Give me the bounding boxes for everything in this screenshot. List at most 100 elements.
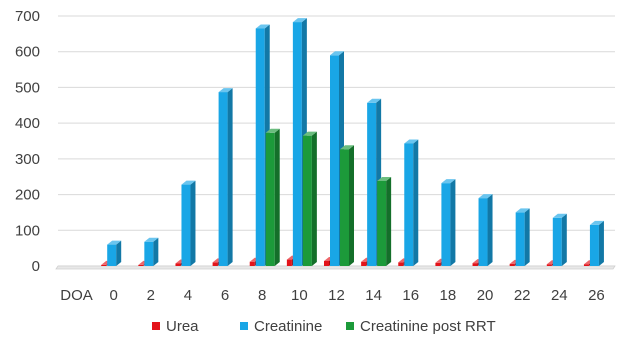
bar-side <box>116 240 122 266</box>
x-tick-label: 12 <box>328 287 345 304</box>
bar-top <box>255 24 270 29</box>
bar-top <box>589 220 604 225</box>
bar <box>144 237 159 266</box>
x-tick-label: 8 <box>258 287 266 304</box>
bar-front <box>212 262 218 266</box>
bar-side <box>450 179 456 266</box>
legend-swatch <box>152 322 160 330</box>
x-tick-label: DOA <box>60 287 93 304</box>
x-tick-label: 18 <box>440 287 457 304</box>
bar <box>515 208 530 266</box>
y-tick-label: 0 <box>32 258 40 275</box>
bar-front <box>340 149 349 266</box>
y-tick-label: 600 <box>15 44 40 61</box>
bar-top <box>367 98 382 103</box>
bar-side <box>227 88 233 266</box>
bar-front <box>478 198 488 266</box>
y-tick-label: 400 <box>15 115 40 132</box>
y-tick-label: 700 <box>15 8 40 25</box>
bar-side <box>274 128 280 266</box>
bar <box>302 131 317 266</box>
bar-side <box>487 194 493 266</box>
bar-front <box>552 217 562 266</box>
legend: Urea Creatinine Creatinine post RRT <box>152 318 496 335</box>
bar-top <box>144 237 159 242</box>
y-axis: 0 100 200 300 400 500 600 700 <box>15 8 40 275</box>
bar-side <box>598 220 604 266</box>
x-tick-label: 26 <box>588 287 605 304</box>
y-tick-label: 500 <box>15 79 40 96</box>
legend-label: Urea <box>166 318 199 335</box>
bar-front <box>107 244 117 266</box>
bar-side <box>413 139 419 266</box>
y-tick-label: 100 <box>15 222 40 239</box>
bar-front <box>404 143 414 266</box>
legend-swatch <box>346 322 354 330</box>
x-tick-label: 22 <box>514 287 531 304</box>
bar <box>218 88 233 266</box>
bar-top <box>265 128 280 133</box>
x-tick-label: 0 <box>110 287 118 304</box>
bar-front <box>255 28 265 266</box>
bar-front <box>330 55 339 267</box>
bar-side <box>524 208 530 266</box>
bar-front <box>144 241 154 266</box>
bar <box>265 128 280 266</box>
bar <box>181 180 196 266</box>
y-tick-label: 300 <box>15 151 40 168</box>
bar-front <box>377 181 387 266</box>
bar <box>552 213 567 266</box>
bar-front <box>265 132 275 266</box>
bar-front <box>302 135 312 266</box>
bar-front <box>181 184 191 266</box>
bar-front <box>175 263 181 266</box>
bar-top <box>302 131 317 136</box>
x-axis: DOA 0 2 4 6 8 10 12 14 16 18 20 22 24 26 <box>60 287 604 304</box>
bar-side <box>561 213 567 266</box>
bar-front <box>515 212 525 266</box>
bar-top <box>107 240 122 245</box>
bar-front <box>101 264 107 266</box>
bar-side <box>311 131 317 266</box>
bar-top <box>218 88 233 93</box>
bar-front <box>583 264 589 266</box>
bars <box>101 18 604 267</box>
bar-front <box>286 259 292 266</box>
x-tick-label: 20 <box>477 287 494 304</box>
bar-front <box>249 261 255 266</box>
bar <box>107 240 122 266</box>
legend-label: Creatinine <box>254 318 322 335</box>
bar-front <box>546 264 552 266</box>
bar <box>478 194 493 266</box>
bar-front <box>292 22 302 267</box>
bar-front <box>435 262 441 266</box>
x-tick-label: 16 <box>402 287 419 304</box>
y-tick-label: 200 <box>15 187 40 204</box>
bar-front <box>589 224 599 266</box>
bar-top <box>515 208 530 213</box>
chart-floor <box>55 265 616 270</box>
x-tick-label: 4 <box>184 287 192 304</box>
bar-front <box>367 102 377 267</box>
x-tick-label: 14 <box>365 287 382 304</box>
x-tick-label: 6 <box>221 287 229 304</box>
x-tick-label: 2 <box>147 287 155 304</box>
bar-side <box>190 180 196 266</box>
bar <box>377 177 392 266</box>
bar-front <box>138 264 144 266</box>
bar-front <box>218 92 228 266</box>
bar-top <box>340 145 354 150</box>
bar-front <box>472 263 478 266</box>
bar-top <box>292 18 307 23</box>
bar-side <box>153 237 159 266</box>
bar-front <box>509 263 515 266</box>
bar-front <box>361 261 367 266</box>
bar-top <box>377 177 392 181</box>
bar-top <box>181 180 196 185</box>
bar <box>441 179 456 266</box>
bar-top <box>330 51 344 56</box>
bar-front <box>441 183 451 266</box>
bar-top <box>478 194 493 199</box>
bar <box>340 145 354 266</box>
